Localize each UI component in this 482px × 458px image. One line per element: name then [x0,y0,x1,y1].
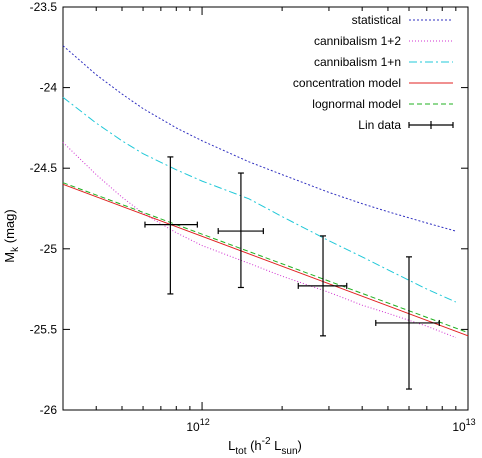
y-tick-label: -23.5 [30,0,58,14]
x-axis-label-mid2: L [271,438,282,453]
legend-label: lognormal model [312,97,401,111]
legend-entry: cannibalism 1+n [314,55,453,69]
x-tick-label: 1013 [452,417,475,434]
legend-label: cannibalism 1+2 [314,34,401,48]
x-axis-label: Ltot (h-2 Lsun) [228,436,302,457]
x-axis-label-sup: -2 [262,436,271,447]
data-point [217,172,264,289]
y-tick-label: -25.5 [30,322,58,336]
x-tick-label-base: 10 [186,420,200,434]
series-line-cannibalism-1-n [62,96,457,303]
errorbar-layer [144,156,440,390]
data-point [144,156,198,295]
legend-label: statistical [352,13,401,27]
y-tick-label: -24 [40,81,58,95]
data-point [297,235,348,337]
series-line-statistical [62,45,456,232]
x-axis-label-mid: (h [246,438,261,453]
y-axis-label-main: M [2,252,17,263]
legend-entry: Lin data [358,118,454,132]
series-layer [62,45,469,338]
y-axis-label-sub: k [10,246,21,252]
y-tick-label: -25 [40,242,58,256]
x-tick-label-exponent: 12 [200,417,210,427]
series-line-cannibalism-1-2 [62,142,456,338]
plot-frame [62,6,469,411]
x-tick-label: 1012 [186,417,209,434]
y-axis-label-end: (mag) [2,209,17,247]
legend-label: concentration model [293,76,401,90]
legend: statistical cannibalism 1+2 cannibalism 1+… [293,13,454,132]
y-tick-label: -26 [40,403,58,417]
x-axis-label-end: ) [298,438,302,453]
legend-entry: concentration model [293,76,453,90]
legend-entry: statistical [352,13,453,27]
x-axis-label-sub2: sun [281,446,297,457]
x-tick-label-base: 10 [452,420,466,434]
x-axis-label-main: L [228,438,235,453]
x-axis-label-sub: tot [235,446,246,457]
y-tick-label: -24.5 [30,161,58,175]
series-line-lognormal-model [62,182,469,334]
legend-label: cannibalism 1+n [314,55,401,69]
series-line-concentration-model [62,183,469,337]
data-point [375,256,440,390]
legend-entry: cannibalism 1+2 [314,34,453,48]
legend-label: Lin data [358,118,401,132]
y-axis-label: Mk (mag) [2,209,21,262]
x-tick-label-exponent: 13 [466,417,476,427]
legend-entry: lognormal model [312,97,453,111]
